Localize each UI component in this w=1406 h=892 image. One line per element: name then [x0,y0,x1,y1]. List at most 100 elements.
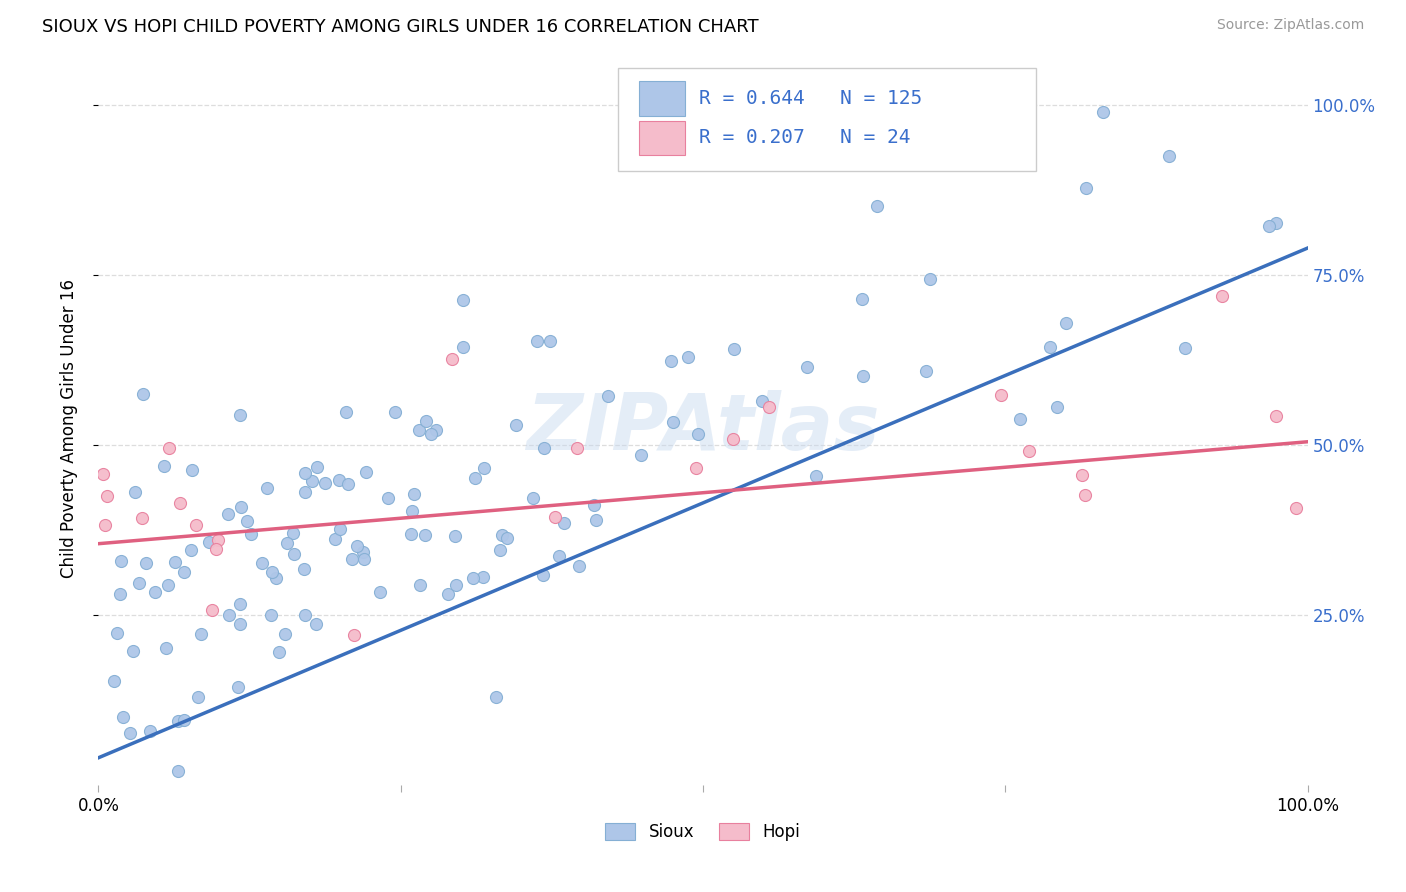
Point [553,516,575,531]
Point [377,491,399,505]
Point [413,528,436,542]
Point [915,363,938,377]
Point [1018,443,1040,458]
Point [1211,288,1233,302]
Point [283,547,305,561]
Point [526,334,548,349]
Point [408,577,430,591]
Point [111,709,134,723]
Point [94,518,117,533]
Point [1008,412,1031,426]
Point [315,475,337,490]
Point [1174,341,1197,355]
Point [274,626,297,640]
Point [108,587,131,601]
Point [118,726,141,740]
Point [920,272,942,286]
Point [305,617,328,632]
Point [131,510,153,524]
Point [582,498,605,512]
Point [420,426,443,441]
Point [544,510,567,524]
Point [568,559,591,574]
Point [328,474,350,488]
Text: ZIPAtlas: ZIPAtlas [526,390,880,467]
Point [153,459,176,474]
Point [685,460,707,475]
Point [135,556,157,570]
Point [217,508,239,522]
Point [204,542,226,557]
Point [851,292,873,306]
Point [173,714,195,728]
Point [229,617,252,632]
Point [264,571,287,585]
Point [1046,401,1069,415]
Point [491,527,513,541]
Point [256,481,278,495]
Point [585,513,607,527]
Point [688,427,710,442]
Point [440,352,463,367]
Point [399,526,422,541]
Point [335,405,357,419]
Point [132,387,155,401]
Y-axis label: Child Poverty Among Girls Under 16: Child Poverty Among Girls Under 16 [59,278,77,578]
Point [758,401,780,415]
Point [565,441,588,455]
Point [167,714,190,729]
Point [218,608,240,623]
Point [678,351,700,365]
Point [659,354,682,368]
Point [143,585,166,599]
Point [353,552,375,566]
Text: R = 0.644   N = 125: R = 0.644 N = 125 [699,89,922,108]
Point [294,607,316,622]
Point [229,500,252,514]
Point [267,645,290,659]
Point [173,565,195,579]
Point [260,565,283,579]
Point [425,423,447,437]
Point [408,423,430,437]
Point [340,552,363,566]
Point [472,461,495,475]
Point [157,578,180,592]
Point [1285,500,1308,515]
Point [346,540,368,554]
Point [415,414,437,428]
Point [325,532,347,546]
Point [1091,105,1114,120]
Point [540,334,562,348]
Point [294,484,316,499]
Point [157,442,180,456]
Point [485,690,508,705]
Point [1039,340,1062,354]
Point [548,549,571,564]
Point [197,534,219,549]
Point [187,690,209,705]
Point [522,491,544,506]
Point [471,570,494,584]
Point [250,556,273,570]
Point [662,416,685,430]
Point [723,342,745,356]
FancyBboxPatch shape [619,68,1035,171]
Point [276,536,298,550]
Point [260,607,283,622]
Point [401,504,423,518]
Point [1074,180,1097,194]
Point [96,489,118,503]
Point [1074,488,1097,502]
Point [796,360,818,375]
Point [630,448,652,462]
Point [443,528,465,542]
Point [721,432,744,446]
Point [437,587,460,601]
Point [169,496,191,510]
Point [128,576,150,591]
Point [967,144,990,158]
Point [489,543,512,558]
Point [105,626,128,640]
Point [124,484,146,499]
